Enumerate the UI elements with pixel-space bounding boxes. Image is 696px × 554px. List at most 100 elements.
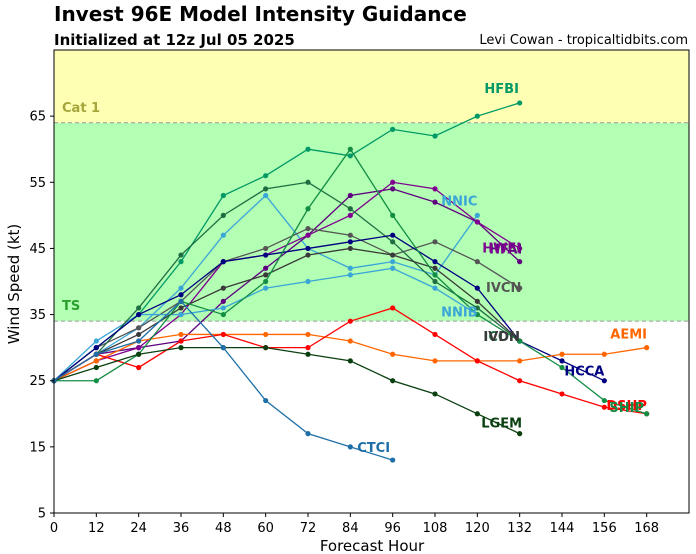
data-point [347, 232, 353, 238]
data-point [178, 345, 184, 351]
data-point [263, 252, 269, 258]
x-tick-label: 72 [300, 521, 317, 536]
data-point [347, 212, 353, 218]
data-point [178, 298, 184, 304]
data-point [474, 411, 480, 417]
data-point [136, 338, 142, 344]
data-point [474, 311, 480, 318]
series-label-ctci: CTCI [357, 441, 390, 456]
data-point [517, 431, 523, 437]
data-point [474, 113, 480, 119]
data-point [305, 225, 311, 232]
data-point [559, 364, 565, 371]
data-point [136, 325, 142, 331]
data-point [263, 173, 269, 179]
data-point [220, 298, 226, 304]
band-cat-1 [54, 50, 689, 123]
data-point [432, 259, 438, 265]
data-point [644, 411, 650, 417]
x-tick-label: 60 [257, 521, 274, 536]
data-point [432, 331, 438, 338]
series-line [53, 227, 521, 382]
x-tick-label: 24 [130, 521, 147, 536]
x-tick-label: 0 [50, 521, 58, 536]
x-tick-label: 36 [173, 521, 190, 536]
data-point [178, 305, 184, 311]
data-point [263, 186, 269, 192]
data-point [136, 364, 142, 371]
series-line [53, 247, 521, 382]
data-point [220, 331, 226, 338]
data-point [347, 192, 353, 199]
data-point [136, 345, 142, 351]
series-lgem [51, 345, 523, 437]
y-axis: 5 15 25 35 45 55 65 [29, 110, 54, 522]
data-point [178, 259, 184, 265]
data-point [136, 351, 142, 357]
y-tick-label: 45 [29, 242, 46, 257]
data-point [432, 272, 438, 278]
series-label-icon: ICON [484, 330, 520, 345]
data-point [136, 311, 142, 318]
x-tick-label: 84 [342, 521, 359, 536]
x-tick-label: 48 [215, 521, 232, 536]
x-tick-label: 12 [88, 521, 105, 536]
data-point [474, 259, 480, 265]
data-point [432, 265, 438, 271]
intensity-bands: TS Cat 1 [54, 50, 689, 322]
y-axis-label: Wind Speed (kt) [5, 224, 23, 345]
x-tick-label: 168 [634, 521, 659, 536]
x-tick-label: 156 [592, 521, 617, 536]
band-label: TS [62, 299, 80, 314]
data-point [432, 391, 438, 397]
data-point [220, 305, 226, 311]
data-point [136, 305, 142, 311]
series-label-aemi: AEMI [610, 328, 647, 343]
data-point [432, 133, 438, 139]
data-point [178, 292, 184, 298]
data-point [305, 278, 311, 285]
data-point [263, 272, 269, 278]
data-point [93, 338, 99, 344]
data-point [347, 265, 353, 271]
data-point [517, 338, 523, 344]
data-point [305, 206, 311, 212]
data-point [559, 391, 565, 397]
data-point [305, 351, 311, 357]
data-point [347, 206, 353, 212]
data-point [263, 278, 269, 285]
data-point [390, 252, 396, 258]
data-point [178, 285, 184, 291]
data-point [305, 146, 311, 152]
y-tick-label: 35 [29, 308, 46, 323]
series-line [53, 346, 520, 435]
data-point [178, 338, 184, 344]
data-point [93, 351, 99, 357]
data-point [474, 212, 480, 218]
series-label-ship: SHIP [609, 401, 644, 416]
series-label-hfai: HFAI [489, 243, 522, 258]
data-point [390, 259, 396, 265]
series-label-dshp: DSHP [606, 399, 647, 414]
data-point [220, 285, 226, 291]
x-tick-label: 144 [550, 521, 575, 536]
data-point [390, 305, 396, 311]
data-point [390, 457, 396, 463]
x-axis: 0 12 24 36 48 60 72 84 96 108 120 132 144 156 168 [50, 513, 659, 536]
series-label-hwfi: HWFI [482, 241, 521, 256]
data-point [220, 232, 226, 238]
data-point [220, 311, 226, 318]
data-point [517, 259, 523, 265]
series-label-lgem: LGEM [481, 417, 522, 432]
data-point [601, 404, 607, 410]
data-point [263, 192, 269, 199]
data-point [390, 232, 396, 238]
data-point [263, 345, 269, 351]
series-line [53, 234, 605, 382]
data-point [390, 351, 396, 357]
data-point [601, 378, 607, 384]
chart-subtitle: Initialized at 12z Jul 05 2025 [54, 31, 295, 49]
data-point [220, 345, 226, 351]
data-point [347, 338, 353, 344]
